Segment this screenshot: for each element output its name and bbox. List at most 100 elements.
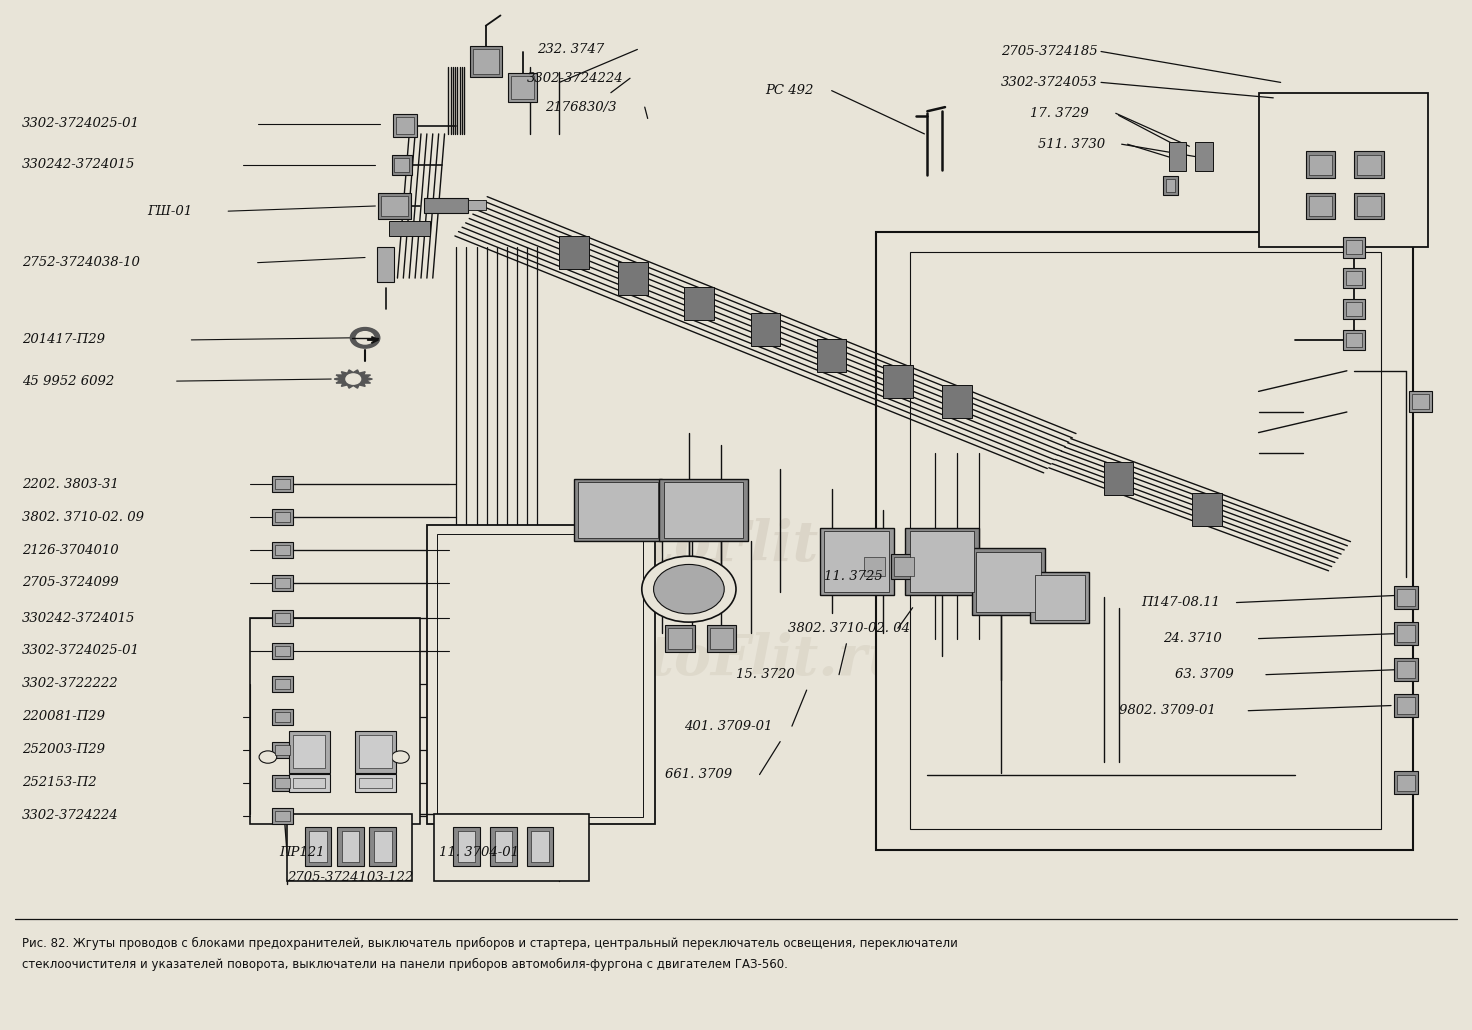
Bar xyxy=(275,613,290,623)
Text: ПР121: ПР121 xyxy=(280,847,325,859)
Bar xyxy=(272,709,293,725)
Bar xyxy=(381,196,408,215)
Text: 3302-3724224: 3302-3724224 xyxy=(527,72,624,84)
Bar xyxy=(275,512,290,522)
Bar xyxy=(374,831,392,862)
Bar xyxy=(684,287,714,320)
Text: 232. 3747: 232. 3747 xyxy=(537,43,605,56)
Bar xyxy=(559,236,589,269)
Bar xyxy=(392,154,412,175)
Bar xyxy=(275,712,290,722)
Bar xyxy=(1342,268,1366,288)
Bar xyxy=(293,778,325,788)
Text: 2202. 3803-31: 2202. 3803-31 xyxy=(22,478,119,490)
Bar xyxy=(527,827,553,866)
Bar xyxy=(473,49,499,74)
Bar xyxy=(394,158,409,172)
Bar xyxy=(905,527,979,595)
Bar xyxy=(1169,142,1186,171)
Bar xyxy=(1342,237,1366,258)
Bar xyxy=(1195,142,1213,171)
Bar xyxy=(1259,93,1428,247)
Text: 401. 3709-01: 401. 3709-01 xyxy=(684,720,773,732)
Bar xyxy=(710,628,733,649)
Bar xyxy=(309,831,327,862)
Text: 2705-3724185: 2705-3724185 xyxy=(1001,45,1098,58)
Bar xyxy=(1354,193,1384,219)
Bar xyxy=(453,827,480,866)
Bar xyxy=(1347,271,1363,285)
Circle shape xyxy=(346,374,361,384)
Bar xyxy=(861,554,888,579)
Bar xyxy=(495,831,512,862)
Bar xyxy=(1397,661,1415,678)
Bar xyxy=(272,643,293,659)
Bar xyxy=(272,742,293,758)
Bar xyxy=(272,610,293,626)
Bar xyxy=(1397,775,1415,791)
Bar xyxy=(272,775,293,791)
Bar xyxy=(659,479,748,541)
Text: 330242-3724015: 330242-3724015 xyxy=(22,159,135,171)
Bar xyxy=(427,525,655,824)
Bar xyxy=(751,313,780,346)
Bar xyxy=(1347,240,1363,254)
Bar xyxy=(272,509,293,525)
Text: 3302-3722222: 3302-3722222 xyxy=(22,678,119,690)
Text: 15. 3720: 15. 3720 xyxy=(736,668,795,681)
Bar xyxy=(272,575,293,591)
Bar xyxy=(972,548,1045,616)
Text: 3302-3724025-01: 3302-3724025-01 xyxy=(22,645,140,657)
Bar xyxy=(1347,302,1363,316)
Bar xyxy=(275,646,290,656)
Text: 3302-3724224: 3302-3724224 xyxy=(22,810,119,822)
Bar xyxy=(707,625,736,652)
Bar xyxy=(864,557,885,576)
Text: 661. 3709: 661. 3709 xyxy=(665,768,733,781)
Text: 3302-3724025-01: 3302-3724025-01 xyxy=(22,117,140,130)
Bar xyxy=(359,735,392,768)
Bar xyxy=(1166,179,1175,192)
Text: AutoFlit.ru: AutoFlit.ru xyxy=(565,518,907,574)
Text: 9802. 3709-01: 9802. 3709-01 xyxy=(1119,705,1216,717)
Text: 3302-3724053: 3302-3724053 xyxy=(1001,76,1098,89)
Text: 3802. 3710-02. 09: 3802. 3710-02. 09 xyxy=(22,511,144,523)
Bar xyxy=(275,811,290,821)
Bar xyxy=(272,542,293,558)
Bar xyxy=(531,831,549,862)
Bar xyxy=(511,76,534,99)
Bar xyxy=(355,731,396,772)
Bar xyxy=(1357,196,1381,216)
Bar xyxy=(378,193,411,218)
Bar xyxy=(1413,394,1428,409)
Bar xyxy=(342,831,359,862)
Bar xyxy=(437,534,643,817)
Bar xyxy=(574,479,662,541)
Bar xyxy=(1309,154,1332,175)
Bar xyxy=(665,625,695,652)
Bar xyxy=(508,73,537,102)
Text: ГШ-01: ГШ-01 xyxy=(147,205,193,217)
Bar xyxy=(250,618,420,824)
Polygon shape xyxy=(334,370,372,388)
Bar xyxy=(393,114,417,137)
Text: 252003-П29: 252003-П29 xyxy=(22,744,105,756)
Bar xyxy=(1192,493,1222,526)
Circle shape xyxy=(654,564,724,614)
Text: 252153-П2: 252153-П2 xyxy=(22,777,97,789)
Bar xyxy=(389,221,430,236)
Bar xyxy=(1394,694,1418,717)
Text: Рис. 82. Жгуты проводов с блоками предохранителей, выключатель приборов и старте: Рис. 82. Жгуты проводов с блоками предох… xyxy=(22,937,958,951)
Bar xyxy=(1306,151,1335,178)
Text: П147-08.11: П147-08.11 xyxy=(1141,596,1220,609)
Bar xyxy=(289,774,330,792)
Bar xyxy=(458,831,475,862)
Bar xyxy=(468,200,486,210)
Bar xyxy=(1309,196,1332,216)
Bar xyxy=(1035,575,1085,620)
Bar xyxy=(275,545,290,555)
Text: AutoFlit.ru: AutoFlit.ru xyxy=(565,631,907,687)
Bar xyxy=(424,198,468,213)
Bar xyxy=(470,46,502,77)
Text: 330242-3724015: 330242-3724015 xyxy=(22,612,135,624)
